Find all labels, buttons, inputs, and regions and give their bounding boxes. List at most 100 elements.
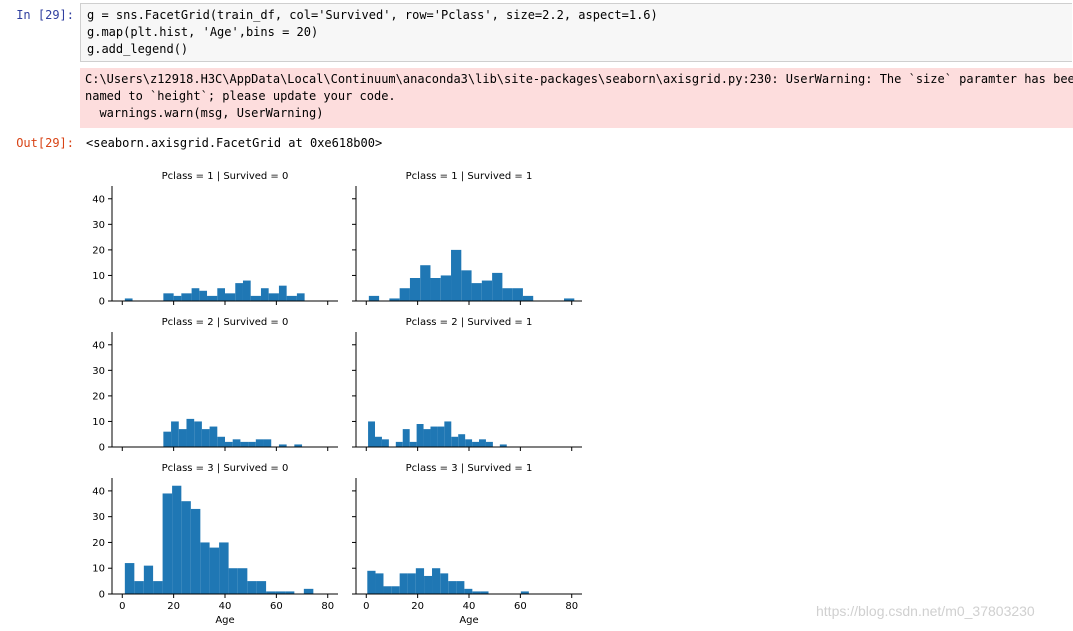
stderr-line: named to `height`; please update your co… <box>85 89 396 103</box>
facet-3-histogram-bar <box>232 439 241 447</box>
facet-1-y-tick-label: 0 <box>99 297 105 308</box>
watermark: https://blog.csdn.net/m0_37803230 <box>816 603 1035 619</box>
facet-5-histogram-bar <box>134 581 144 594</box>
stderr-line: warnings.warn(msg, UserWarning) <box>85 106 324 120</box>
facet-1-histogram-bar <box>191 288 200 301</box>
facet-4-histogram-bar <box>395 441 403 447</box>
code-cell[interactable]: g = sns.FacetGrid(train_df, col='Survive… <box>80 3 1072 62</box>
facet-5-y-tick-label: 0 <box>99 590 105 601</box>
facet-6-x-tick-label: 0 <box>363 601 369 612</box>
facet-4-histogram-bar <box>444 421 452 447</box>
stderr-line: C:\Users\z12918.H3C\AppData\Local\Contin… <box>85 72 1073 86</box>
facet-1-histogram-bar <box>242 280 251 301</box>
facet-5-histogram-bar <box>228 568 238 594</box>
facet-6-histogram-bar <box>464 588 473 594</box>
facet-1-histogram-bar <box>181 293 192 301</box>
facet-6-histogram-bar <box>440 573 449 594</box>
facet-4-histogram-bar <box>437 426 445 447</box>
facet-1-histogram-bar <box>296 293 305 301</box>
facet-5-histogram-bar <box>247 581 257 594</box>
facet-5-histogram-bar <box>285 591 295 594</box>
facet-5-y-tick-label: 10 <box>92 564 105 575</box>
facet-6-x-axis-label: Age <box>459 615 478 626</box>
facet-1-title: Pclass = 1 | Survived = 0 <box>162 171 289 182</box>
facet-1-histogram-bar <box>124 298 133 301</box>
facet-5-histogram-bar <box>219 542 229 594</box>
facet-4-histogram-bar <box>451 436 459 447</box>
facet-6-histogram-bar <box>375 573 384 594</box>
code-line[interactable]: g.map(plt.hist, 'Age',bins = 20) <box>87 25 319 39</box>
facet-3-y-tick-label: 30 <box>92 366 105 377</box>
facet-6-title: Pclass = 3 | Survived = 1 <box>406 463 533 474</box>
facet-1-histogram-bar <box>260 288 269 301</box>
facet-3-histogram-bar <box>171 421 179 447</box>
facet-1-histogram-bar <box>217 288 225 301</box>
facet-5-histogram-bar <box>237 568 248 594</box>
facet-5-title: Pclass = 3 | Survived = 0 <box>162 463 289 474</box>
facet-6-histogram-bar <box>520 591 529 594</box>
facet-4-histogram-bar <box>458 434 466 447</box>
facet-2-histogram-bar <box>451 249 462 301</box>
code-line[interactable]: g = sns.FacetGrid(train_df, col='Survive… <box>87 8 658 22</box>
facet-1-y-tick-label: 30 <box>92 220 105 231</box>
stderr-output: C:\Users\z12918.H3C\AppData\Local\Contin… <box>80 68 1073 128</box>
facet-3-histogram-bar <box>186 418 195 447</box>
facet-5-y-tick-label: 20 <box>92 538 105 549</box>
facet-5-x-tick-label: 20 <box>167 601 180 612</box>
facet-4-histogram-bar <box>423 429 431 447</box>
facet-6-histogram-bar <box>367 570 376 594</box>
facet-1-histogram-bar <box>225 293 236 301</box>
facet-4-histogram-bar <box>479 439 486 447</box>
facet-4-histogram-bar <box>409 441 417 447</box>
facet-5-histogram-bar <box>266 591 276 594</box>
facet-1-histogram-bar <box>268 293 279 301</box>
facet-3-histogram-bar <box>217 436 225 447</box>
facet-6-histogram-bar <box>391 586 400 594</box>
facet-1-y-tick-label: 40 <box>92 194 105 205</box>
facet-5-histogram-bar <box>190 508 201 594</box>
facet-2-histogram-bar <box>512 288 523 301</box>
facet-3-y-tick-label: 10 <box>92 417 105 428</box>
facet-2-histogram-bar <box>430 278 441 301</box>
facet-2-histogram-bar <box>409 278 421 301</box>
facet-6-histogram-bar <box>432 568 441 594</box>
facet-3-histogram-bar <box>255 439 264 447</box>
facet-6-x-tick-label: 60 <box>514 601 527 612</box>
facet-1-histogram-bar <box>235 283 243 301</box>
input-prompt: In [29]: <box>16 8 74 22</box>
facet-5-histogram-bar <box>143 565 154 594</box>
facet-5-histogram-bar <box>181 501 191 594</box>
facet-5-y-tick-label: 30 <box>92 512 105 523</box>
facet-2-histogram-bar <box>389 298 400 301</box>
facet-4-histogram-bar <box>465 439 473 447</box>
facet-5-histogram-bar <box>172 485 182 594</box>
facet-2-title: Pclass = 1 | Survived = 1 <box>406 171 533 182</box>
facet-3-histogram-bar <box>201 429 210 447</box>
facet-6-histogram-bar <box>456 581 465 594</box>
code-line[interactable]: g.add_legend() <box>87 42 189 56</box>
facet-4-histogram-bar <box>499 444 507 447</box>
facet-5-histogram-bar <box>153 581 163 594</box>
facet-5-x-tick-label: 0 <box>119 601 125 612</box>
facet-6-x-tick-label: 20 <box>411 601 424 612</box>
facet-3-histogram-bar <box>178 429 187 447</box>
facet-3-histogram-bar <box>240 441 249 447</box>
facet-5-histogram-bar <box>275 591 286 594</box>
facet-3-histogram-bar <box>248 441 256 447</box>
facet-5-x-tick-label: 40 <box>219 601 232 612</box>
facet-3-y-tick-label: 0 <box>99 443 105 454</box>
facet-3-y-tick-label: 20 <box>92 391 105 402</box>
facet-5-histogram-bar <box>303 588 314 594</box>
facet-4-histogram-bar <box>472 441 480 447</box>
facet-5-x-tick-label: 60 <box>270 601 283 612</box>
facet-5-y-tick-label: 40 <box>92 486 105 497</box>
facet-6-histogram-bar <box>415 568 425 594</box>
facet-3-histogram-bar <box>209 426 218 447</box>
output-prompt: Out[29]: <box>16 136 74 150</box>
facet-2-histogram-bar <box>564 298 575 301</box>
facet-1-histogram-bar <box>163 293 174 301</box>
facet-1-histogram-bar <box>199 290 208 301</box>
facet-4-histogram-bar <box>430 426 438 447</box>
facet-5-histogram-bar <box>209 547 220 594</box>
